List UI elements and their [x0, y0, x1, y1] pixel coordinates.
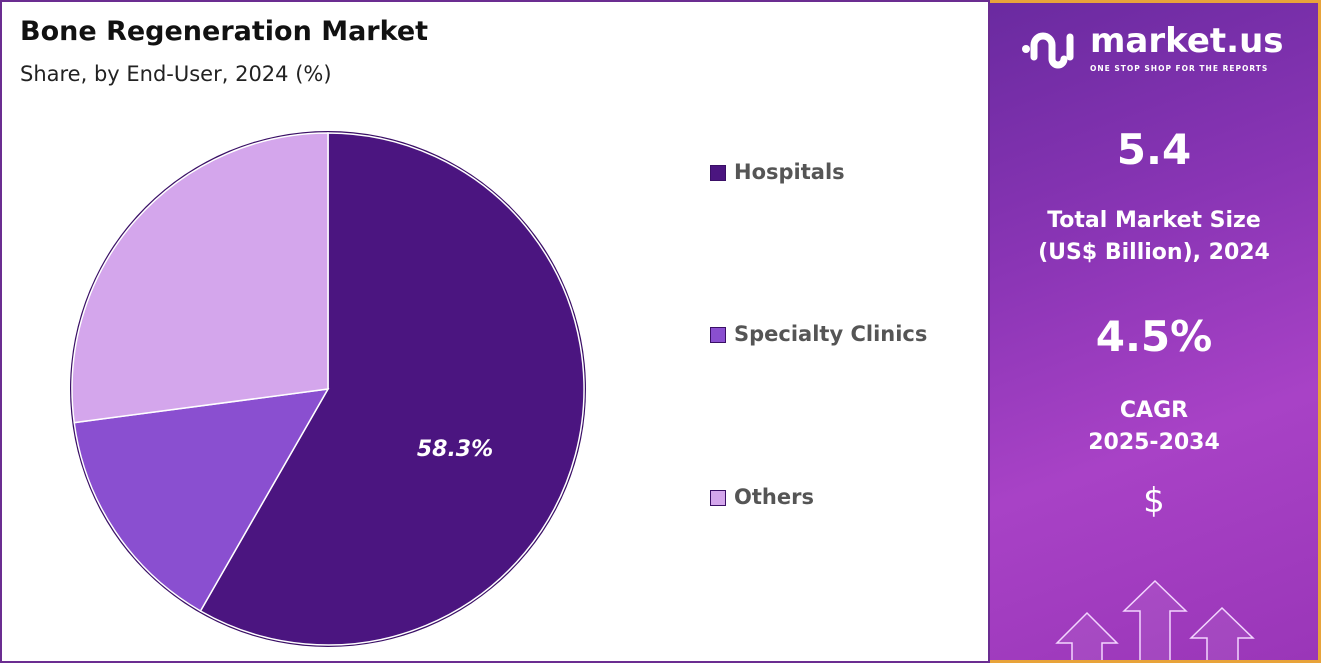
legend-item-hospitals: Hospitals — [710, 160, 845, 185]
pie-slice-specialty-clinics — [73, 388, 330, 612]
growth-arrows-icon — [1055, 579, 1255, 660]
legend-label: Hospitals — [734, 160, 845, 184]
data-label: 58.3% — [417, 437, 493, 462]
pie-slice-others — [71, 132, 329, 424]
legend-swatch — [710, 489, 726, 506]
legend-swatch — [710, 326, 726, 343]
legend-swatch — [710, 164, 726, 181]
pie-chart: 58.3% — [70, 131, 586, 647]
chart-title: Bone Regeneration Market — [20, 16, 429, 47]
market-size-unit: (US$ Billion), 2024 — [1038, 240, 1270, 265]
cagr-period: 2025-2034 — [1088, 430, 1220, 455]
pie-slice-hospitals — [199, 132, 585, 646]
market-size-value: 5.4 — [1116, 125, 1192, 174]
legend-label: Others — [734, 485, 814, 509]
logo-tagline: ONE STOP SHOP FOR THE REPORTS — [1090, 63, 1269, 73]
logo-name: market.us — [1090, 21, 1284, 61]
cagr-label: CAGR — [1119, 398, 1189, 423]
summary-panel: market.us ONE STOP SHOP FOR THE REPORTS … — [990, 0, 1321, 663]
legend-item-others: Others — [710, 485, 814, 510]
chart-panel: Bone Regeneration Market Share, by End-U… — [0, 0, 990, 663]
dollar-icon: $ — [1143, 481, 1165, 521]
legend-item-specialty-clinics: Specialty Clinics — [710, 322, 927, 347]
logo-icon — [1022, 32, 1074, 69]
market-us-logo: market.us ONE STOP SHOP FOR THE REPORTS — [1020, 21, 1284, 74]
chart-subtitle: Share, by End-User, 2024 (%) — [20, 62, 332, 86]
legend-label: Specialty Clinics — [734, 322, 928, 346]
market-size-label: Total Market Size — [1047, 208, 1261, 233]
cagr-value: 4.5% — [1095, 312, 1213, 361]
